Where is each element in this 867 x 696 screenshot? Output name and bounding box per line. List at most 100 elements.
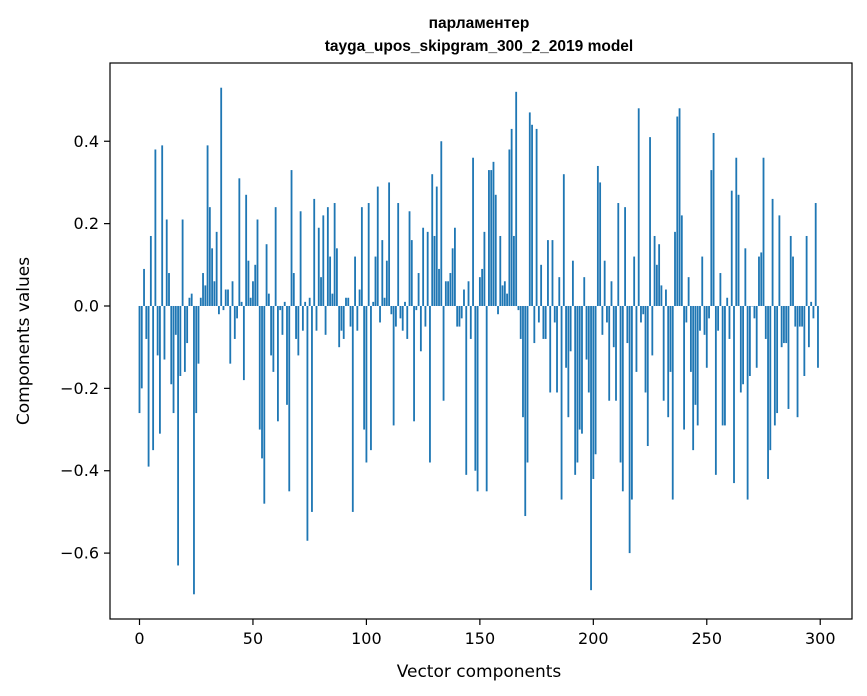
bar [197, 305, 200, 364]
bar [694, 305, 697, 405]
bar [229, 305, 232, 364]
bar [231, 281, 234, 306]
bar [692, 305, 695, 451]
bar [524, 305, 527, 517]
bar [531, 124, 533, 306]
bar [565, 305, 567, 368]
bar [404, 301, 406, 306]
bar [288, 305, 291, 492]
bar [773, 305, 776, 426]
bar [299, 211, 302, 306]
bar [687, 277, 690, 306]
bar [567, 305, 570, 418]
x-tick-label: 50 [243, 629, 263, 648]
bar [810, 301, 813, 306]
bar [270, 305, 273, 356]
bar [297, 305, 300, 356]
bar [522, 305, 524, 418]
bar [485, 305, 488, 492]
bar [753, 305, 756, 319]
bar [315, 305, 318, 331]
bar [633, 256, 636, 306]
bar [728, 305, 731, 339]
y-tick-label: −0.2 [60, 379, 99, 398]
bar [290, 170, 293, 306]
bar [385, 260, 388, 306]
bar [363, 305, 366, 430]
bar [689, 305, 692, 372]
bar [408, 211, 411, 306]
bar [322, 215, 325, 306]
bar [252, 281, 254, 306]
bar [621, 305, 624, 492]
bar [642, 305, 645, 315]
bar [181, 219, 184, 306]
bar [435, 186, 438, 306]
bar [263, 305, 266, 504]
bar [635, 305, 638, 372]
bar [542, 305, 545, 339]
bar [801, 305, 803, 327]
bar [242, 305, 245, 381]
bar [581, 305, 583, 434]
bar [213, 281, 216, 306]
bar [342, 305, 345, 339]
bar [744, 248, 747, 306]
bar [365, 305, 368, 463]
bar [807, 305, 810, 348]
bar [444, 281, 447, 306]
bar [478, 277, 481, 306]
bar [571, 260, 574, 306]
bar [526, 305, 529, 463]
bar [787, 305, 790, 409]
bar [143, 268, 145, 306]
bar [783, 305, 785, 344]
bar [186, 305, 189, 344]
bar [508, 149, 511, 306]
chart-title: парламентер [429, 15, 530, 32]
bar [512, 235, 515, 306]
x-axis-label: Vector components [397, 662, 562, 682]
bar [510, 128, 513, 306]
bar [794, 305, 797, 327]
y-axis: −0.6 −0.4 −0.2 0.0 0.2 0.4 [60, 132, 110, 563]
bar [724, 305, 726, 426]
bar [159, 305, 161, 434]
bar [778, 215, 781, 306]
bar [258, 305, 261, 430]
bar [440, 141, 443, 306]
bar [460, 305, 463, 319]
bar [267, 293, 270, 306]
bar [578, 305, 581, 430]
bar [760, 252, 763, 306]
bar [696, 305, 699, 426]
bar [340, 305, 343, 331]
bar [195, 305, 198, 414]
bar [165, 219, 168, 306]
bar [767, 305, 769, 479]
chart-subtitle: tayga_upos_skipgram_300_2_2019 model [325, 38, 633, 55]
bar [415, 305, 418, 311]
bar [662, 305, 665, 401]
bar [739, 305, 742, 393]
bar [758, 256, 760, 306]
bar [537, 305, 540, 323]
bar [261, 305, 263, 459]
bar [152, 305, 155, 451]
bar [406, 305, 409, 339]
x-tick-label: 150 [465, 629, 496, 648]
bar [376, 186, 379, 306]
bar [456, 305, 459, 327]
bar [574, 305, 577, 475]
bar [590, 305, 592, 591]
bar [503, 281, 506, 306]
bar [147, 305, 150, 467]
bar [390, 305, 393, 315]
x-tick-label: 250 [692, 629, 723, 648]
bar [431, 174, 434, 306]
bar [533, 305, 536, 344]
x-tick-label: 0 [134, 629, 144, 648]
bar [703, 305, 706, 335]
bar [619, 305, 622, 463]
bar [306, 305, 309, 541]
